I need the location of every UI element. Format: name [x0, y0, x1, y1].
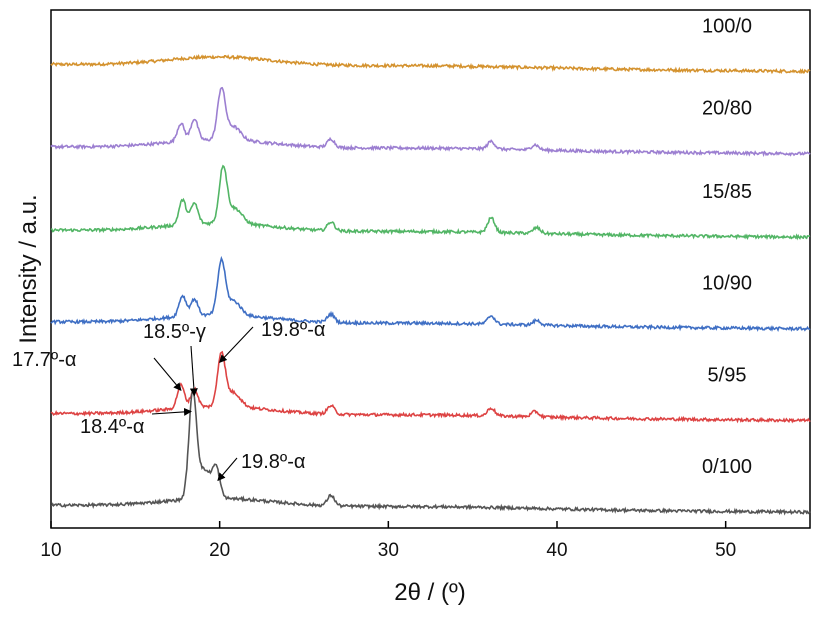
peak-annotation-label: 19.8º-α [261, 319, 325, 341]
series-label: 0/100 [702, 456, 752, 478]
peak-annotation-label: 18.4º-α [80, 416, 144, 438]
peak-annotation-label: 18.5º-γ [143, 321, 206, 343]
series-label: 20/80 [702, 98, 752, 120]
peak-annotation-arrow [151, 407, 192, 416]
y-axis-title: Intensity / a.u. [15, 194, 42, 343]
peak-annotation-arrow [217, 457, 238, 482]
peak-annotations: 17.7º-α 18.5º-γ 19.8º-α 18.4º-α 19.8º-α [12, 319, 325, 482]
plot-frame [50, 9, 811, 529]
peak-annotation-arrow [189, 345, 198, 397]
series-line-0-100 [51, 389, 811, 516]
x-tick-label: 20 [209, 540, 230, 561]
series-line-15-85 [50, 164, 811, 241]
series-traces [50, 54, 811, 516]
x-tick-label: 10 [40, 540, 61, 561]
peak-annotation-arrow [153, 357, 182, 391]
series-line-20-80 [50, 86, 811, 158]
series-label: 15/85 [702, 181, 752, 203]
series-line-10-90 [50, 255, 811, 332]
series-label: 5/95 [708, 364, 747, 386]
series-labels: 100/0 20/80 15/85 10/90 5/95 0/100 [702, 15, 752, 478]
series-line-5-95 [50, 350, 811, 424]
series-label: 10/90 [702, 273, 752, 295]
x-tick-label: 50 [715, 540, 736, 561]
peak-annotation-label: 19.8º-α [241, 451, 305, 473]
series-label: 100/0 [702, 15, 752, 37]
x-axis-ticks: 10 20 30 40 50 [40, 521, 736, 561]
series-line-100-0 [50, 54, 811, 75]
peak-annotation-arrow [218, 326, 254, 363]
x-axis-title: 2θ / (º) [394, 579, 465, 606]
x-tick-label: 30 [378, 540, 399, 561]
peak-annotation-label: 17.7º-α [12, 349, 76, 371]
x-tick-label: 40 [546, 540, 567, 561]
